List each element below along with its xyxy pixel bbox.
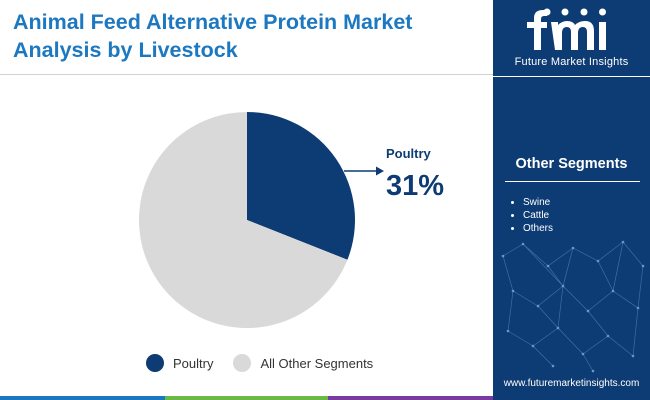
network-line bbox=[557, 327, 584, 355]
network-line bbox=[622, 241, 644, 267]
footer-bar-segment-purple bbox=[328, 396, 493, 400]
network-line bbox=[572, 247, 599, 262]
network-node bbox=[606, 334, 610, 338]
footer-bar-segment-blue bbox=[0, 396, 165, 400]
fmi-logo-mark-icon bbox=[527, 8, 606, 50]
network-node bbox=[611, 289, 615, 293]
network-node bbox=[581, 352, 585, 356]
chart-title-line-1: Animal Feed Alternative Protein Market bbox=[13, 10, 413, 34]
network-node bbox=[571, 246, 575, 250]
network-node bbox=[561, 284, 565, 288]
legend-label-other: All Other Segments bbox=[260, 355, 374, 371]
network-line bbox=[557, 285, 564, 329]
chart-title-line-2: Analysis by Livestock bbox=[13, 38, 238, 62]
network-line bbox=[522, 243, 549, 267]
network-line bbox=[562, 285, 589, 312]
network-line bbox=[587, 290, 614, 312]
legend-swatch-other bbox=[233, 354, 252, 372]
network-node bbox=[551, 364, 555, 368]
network-line bbox=[512, 290, 539, 307]
network-line bbox=[597, 260, 614, 292]
network-line bbox=[507, 330, 534, 347]
pie-chart bbox=[139, 112, 384, 329]
chart-legend: Poultry All Other Segments bbox=[146, 354, 393, 372]
callout-label: Poultry bbox=[386, 146, 431, 161]
network-line bbox=[507, 290, 514, 332]
website-url: www.futuremarketinsights.com bbox=[503, 378, 640, 389]
network-line bbox=[587, 310, 609, 337]
network-node bbox=[631, 354, 635, 358]
network-line bbox=[532, 327, 559, 347]
network-node bbox=[621, 240, 625, 244]
title-divider bbox=[0, 74, 493, 75]
network-node bbox=[511, 289, 515, 293]
segment-item-cattle: Cattle bbox=[511, 209, 553, 222]
legend-label-poultry: Poultry bbox=[173, 355, 214, 371]
footer-color-bar bbox=[0, 396, 493, 400]
network-line bbox=[537, 285, 564, 307]
network-node bbox=[556, 326, 560, 330]
network-line bbox=[612, 241, 624, 292]
chart-title: Animal Feed Alternative Protein Market A… bbox=[13, 8, 493, 64]
network-line bbox=[547, 247, 574, 267]
segment-item-swine: Swine bbox=[511, 196, 553, 209]
network-node bbox=[506, 329, 510, 333]
network-node bbox=[536, 304, 540, 308]
network-line bbox=[637, 265, 644, 309]
fmi-logo: Future Market Insights bbox=[493, 0, 650, 76]
brand-name: Future Market Insights bbox=[514, 56, 629, 68]
pie-slice-all-other-segments bbox=[139, 112, 348, 329]
legend-item-other: All Other Segments bbox=[233, 354, 373, 372]
network-line bbox=[582, 353, 594, 372]
pie-slices bbox=[139, 112, 355, 329]
network-node bbox=[501, 254, 505, 258]
network-line bbox=[597, 241, 624, 262]
network-line bbox=[537, 305, 559, 329]
network-line bbox=[632, 307, 639, 357]
segment-item-others: Others bbox=[511, 222, 553, 235]
network-decoration-icon bbox=[501, 240, 645, 373]
network-node bbox=[636, 306, 640, 310]
network-line bbox=[612, 290, 639, 309]
network-node bbox=[586, 309, 590, 313]
network-line bbox=[502, 255, 514, 292]
network-line bbox=[582, 335, 609, 355]
network-node bbox=[591, 369, 595, 373]
sidebar-divider bbox=[493, 76, 650, 77]
legend-swatch-poultry bbox=[146, 354, 164, 372]
other-segments-list: Swine Cattle Others bbox=[511, 196, 553, 235]
sidebar-panel: Future Market Insights Other Segments Sw… bbox=[493, 0, 650, 400]
legend-item-poultry: Poultry bbox=[146, 354, 213, 372]
network-node bbox=[596, 259, 600, 263]
callout-value: 31% bbox=[386, 170, 445, 202]
network-node bbox=[546, 264, 550, 268]
network-node bbox=[531, 344, 535, 348]
other-segments-rule bbox=[505, 181, 640, 182]
other-segments-title: Other Segments bbox=[515, 156, 628, 172]
network-node bbox=[521, 242, 525, 246]
network-line bbox=[562, 247, 574, 287]
network-line bbox=[547, 265, 564, 287]
network-line bbox=[502, 243, 524, 257]
network-line bbox=[532, 345, 554, 367]
network-node bbox=[641, 264, 645, 268]
callout-arrow-head bbox=[376, 166, 384, 176]
footer-bar-segment-green bbox=[165, 396, 328, 400]
pie-slice-poultry bbox=[247, 112, 355, 260]
network-line bbox=[607, 335, 634, 357]
network-line bbox=[522, 243, 564, 287]
